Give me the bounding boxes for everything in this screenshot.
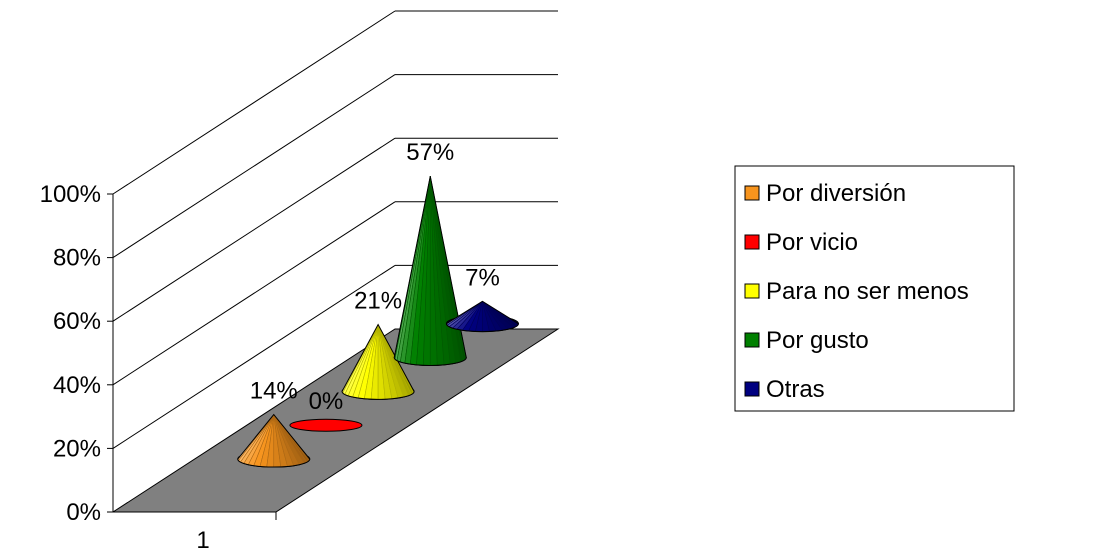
gridline-diagonal [112, 137, 396, 322]
cone-otras [445, 300, 519, 333]
y-tick-label: 100% [40, 181, 101, 208]
cone-outline [237, 413, 311, 468]
legend-label: Por gusto [766, 327, 869, 354]
legend-label: Para no ser menos [766, 278, 969, 305]
y-tick-label: 0% [66, 499, 101, 526]
gridline-diagonal [112, 264, 396, 449]
legend-swatch [744, 234, 760, 250]
legend-box [734, 165, 1015, 412]
x-axis: 1 [196, 512, 277, 553]
cone-outline [445, 300, 519, 333]
y-tick-label: 60% [53, 308, 101, 335]
cone-base [289, 418, 363, 432]
legend-swatch [744, 332, 760, 348]
data-labels: 14% 0% 21% 57% 7% [250, 139, 500, 415]
legend-item: Otras [744, 376, 825, 403]
data-label: 0% [309, 388, 344, 415]
gridline-diagonal [112, 10, 396, 195]
x-tick-label: 1 [196, 527, 209, 553]
legend-item: Por vicio [744, 229, 858, 256]
cone-outline [341, 323, 415, 400]
gridline-diagonal [112, 74, 396, 259]
data-label: 21% [354, 288, 402, 315]
y-axis: 0% 20% 40% 60% 80% 100% [40, 181, 114, 526]
y-tick-label: 20% [53, 435, 101, 462]
data-label: 7% [465, 264, 500, 291]
legend-swatch [744, 283, 760, 299]
data-label: 14% [250, 378, 298, 405]
plot-area [237, 176, 519, 468]
cone-por-vicio [289, 418, 363, 432]
legend-swatch [744, 185, 760, 201]
legend-item: Por diversión [744, 180, 906, 207]
legend-label: Otras [766, 376, 825, 403]
cone-por-gusto [393, 176, 467, 366]
legend-label: Por diversión [766, 180, 906, 207]
data-label: 57% [406, 139, 454, 166]
legend-swatch [744, 381, 760, 397]
legend-label: Por vicio [766, 229, 858, 256]
legend: Por diversión Por vicio Para no ser menos P… [734, 165, 1015, 412]
y-tick-label: 40% [53, 372, 101, 399]
y-tick-label: 80% [53, 245, 101, 272]
cone-por-diversi-n [237, 413, 311, 468]
gridline-diagonal [112, 201, 396, 386]
cone-outline [393, 176, 467, 366]
legend-item: Para no ser menos [744, 278, 969, 305]
legend-item: Por gusto [744, 327, 869, 354]
